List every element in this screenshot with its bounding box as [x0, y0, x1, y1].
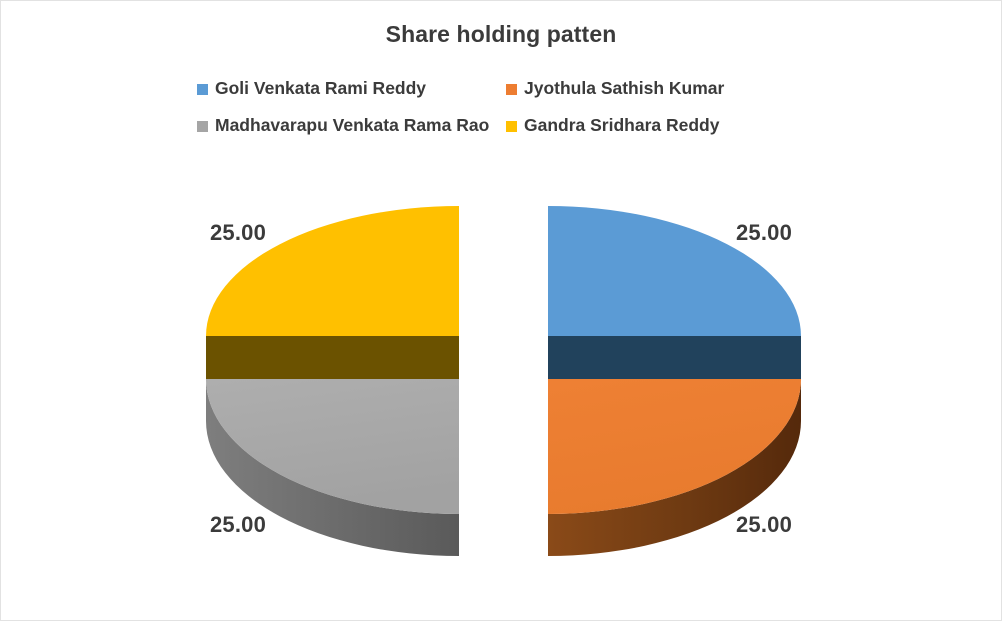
chart-title: Share holding patten — [385, 21, 617, 47]
data-label-gandra-sridhara-reddy: 25.00 — [210, 220, 267, 245]
pie-left-half — [206, 206, 459, 556]
data-label-goli-venkata-rami-reddy: 25.00 — [736, 220, 793, 245]
data-label-jyothula-sathish-kumar: 25.00 — [736, 512, 793, 537]
legend-swatch-icon — [506, 121, 517, 132]
slice-top-yellow — [206, 206, 459, 336]
legend-item-label: Goli Venkata Rami Reddy — [215, 78, 427, 98]
slice-side-wall-gray — [206, 379, 459, 556]
legend-swatch-icon — [506, 84, 517, 95]
legend-item-gandra-sridhara-reddy[interactable]: Gandra Sridhara Reddy — [506, 115, 719, 136]
legend-item-jyothula-sathish-kumar[interactable]: Jyothula Sathish Kumar — [506, 78, 724, 99]
legend-item-madhavarapu-venkata-rama-rao[interactable]: Madhavarapu Venkata Rama Rao — [197, 115, 489, 136]
legend-item-label: Gandra Sridhara Reddy — [524, 115, 720, 135]
slice-top-gray — [206, 379, 459, 514]
slice-top-orange — [548, 379, 801, 514]
legend-item-goli-venkata-rami-reddy[interactable]: Goli Venkata Rami Reddy — [197, 78, 426, 99]
legend-item-label: Madhavarapu Venkata Rama Rao — [215, 115, 490, 135]
legend-swatch-icon — [197, 84, 208, 95]
slice-cut-face-yellow — [206, 336, 459, 379]
slice-cut-face-blue — [548, 336, 801, 379]
data-label-madhavarapu-venkata-rama-rao: 25.00 — [210, 512, 267, 537]
legend-item-label: Jyothula Sathish Kumar — [524, 78, 725, 98]
pie-right-half — [548, 206, 801, 556]
legend-swatch-icon — [197, 121, 208, 132]
slice-side-wall-orange — [548, 379, 801, 556]
slice-top-blue — [548, 206, 801, 336]
